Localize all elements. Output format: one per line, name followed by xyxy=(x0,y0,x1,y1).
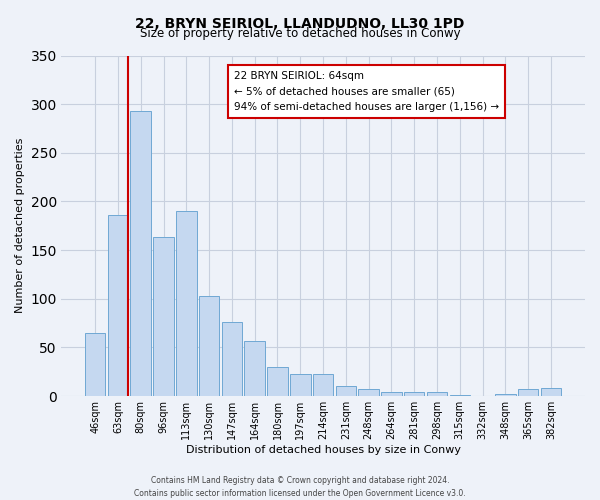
Bar xyxy=(130,111,151,396)
Bar xyxy=(85,333,106,396)
Text: Contains HM Land Registry data © Crown copyright and database right 2024.
Contai: Contains HM Land Registry data © Crown c… xyxy=(134,476,466,498)
Text: 22, BRYN SEIRIOL, LLANDUDNO, LL30 1PD: 22, BRYN SEIRIOL, LLANDUDNO, LL30 1PD xyxy=(136,18,464,32)
Bar xyxy=(267,367,288,396)
Bar xyxy=(404,392,424,396)
Bar xyxy=(176,211,197,396)
Bar xyxy=(449,395,470,396)
Bar xyxy=(518,389,538,396)
Bar xyxy=(313,374,334,396)
Bar xyxy=(244,340,265,396)
Bar xyxy=(381,392,401,396)
Bar xyxy=(153,238,174,396)
Bar xyxy=(290,374,311,396)
Bar xyxy=(335,386,356,396)
Bar xyxy=(107,215,128,396)
X-axis label: Distribution of detached houses by size in Conwy: Distribution of detached houses by size … xyxy=(185,445,461,455)
Y-axis label: Number of detached properties: Number of detached properties xyxy=(15,138,25,314)
Text: 22 BRYN SEIRIOL: 64sqm
← 5% of detached houses are smaller (65)
94% of semi-deta: 22 BRYN SEIRIOL: 64sqm ← 5% of detached … xyxy=(234,71,499,112)
Bar xyxy=(199,296,220,396)
Bar xyxy=(495,394,515,396)
Bar xyxy=(358,389,379,396)
Bar xyxy=(221,322,242,396)
Bar xyxy=(541,388,561,396)
Bar xyxy=(427,392,447,396)
Text: Size of property relative to detached houses in Conwy: Size of property relative to detached ho… xyxy=(140,28,460,40)
